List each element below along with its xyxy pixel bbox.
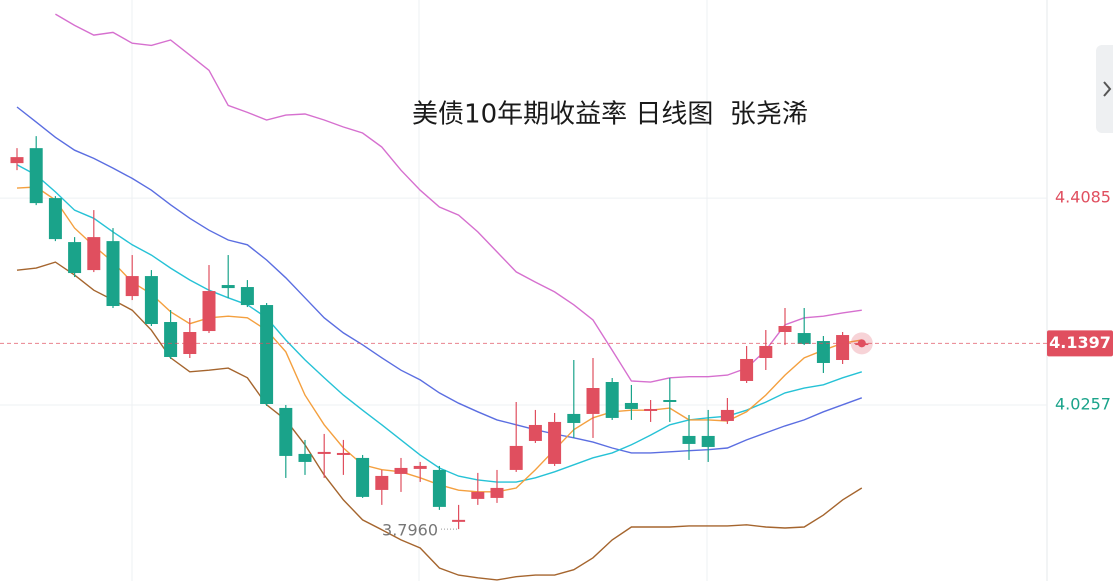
candle-body bbox=[528, 424, 542, 441]
candle-body bbox=[68, 242, 82, 274]
indicator-line bbox=[16, 106, 863, 454]
candle-body bbox=[720, 409, 734, 421]
candle-body bbox=[260, 305, 274, 404]
y-tick-label: 4.0257 bbox=[1055, 394, 1111, 413]
indicator-line bbox=[16, 164, 863, 483]
candle-body bbox=[509, 445, 523, 470]
candle-body bbox=[164, 322, 178, 357]
indicator-line bbox=[55, 13, 862, 383]
min-label: 3.7960 bbox=[382, 521, 438, 540]
candle-body bbox=[10, 157, 24, 164]
candle-body bbox=[240, 287, 254, 306]
candle-body bbox=[202, 291, 216, 332]
candle-body bbox=[413, 465, 427, 469]
side-button-bg[interactable] bbox=[1096, 45, 1113, 133]
candle-body bbox=[663, 399, 677, 402]
candle-body bbox=[125, 276, 139, 297]
candle-body bbox=[567, 413, 581, 423]
candle-body bbox=[490, 487, 504, 498]
candle-body bbox=[106, 241, 120, 307]
candle-body bbox=[836, 335, 850, 361]
candle-body bbox=[356, 457, 370, 497]
candle-body bbox=[740, 358, 754, 381]
last-price-box bbox=[1047, 330, 1113, 357]
candle-body bbox=[624, 402, 638, 409]
candle-body bbox=[432, 469, 446, 507]
side-panel-button[interactable] bbox=[1096, 45, 1113, 133]
candle-body bbox=[298, 453, 312, 462]
candle-body bbox=[605, 382, 619, 418]
candle-body bbox=[48, 198, 62, 240]
candle-body bbox=[87, 237, 101, 271]
candle-body bbox=[144, 276, 158, 325]
candle-body bbox=[279, 407, 293, 456]
candle-body bbox=[452, 519, 466, 522]
y-tick-label: 4.4085 bbox=[1055, 188, 1111, 207]
candles-layer bbox=[10, 136, 869, 530]
candle-body bbox=[759, 346, 773, 359]
last-price-dot bbox=[857, 339, 866, 348]
candle-body bbox=[548, 421, 562, 464]
indicator-line bbox=[16, 186, 862, 493]
last-price-label: 4.1397 bbox=[1049, 333, 1111, 352]
candle-body bbox=[221, 285, 235, 289]
candle-body bbox=[701, 435, 715, 447]
labels-layer: 4.4085 4.0257 4.1397 3.7960 bbox=[0, 188, 1113, 540]
indicator-line bbox=[16, 261, 863, 581]
candle-body bbox=[375, 475, 389, 490]
candle-body bbox=[471, 491, 485, 499]
candle-body bbox=[644, 408, 658, 411]
candle-body bbox=[816, 341, 830, 363]
candle-body bbox=[797, 333, 811, 345]
candle-body bbox=[586, 387, 600, 414]
candle-body bbox=[336, 452, 350, 455]
chart-title: 美债10年期收益率 日线图 张尧浠 bbox=[412, 100, 808, 130]
candle-body bbox=[317, 451, 331, 454]
candle-body bbox=[682, 435, 696, 444]
candle-body bbox=[394, 467, 408, 474]
side-button-chevron[interactable] bbox=[1103, 81, 1112, 97]
grid-layer bbox=[0, 197, 1047, 406]
candle-body bbox=[778, 326, 792, 333]
candle-body bbox=[29, 148, 43, 204]
